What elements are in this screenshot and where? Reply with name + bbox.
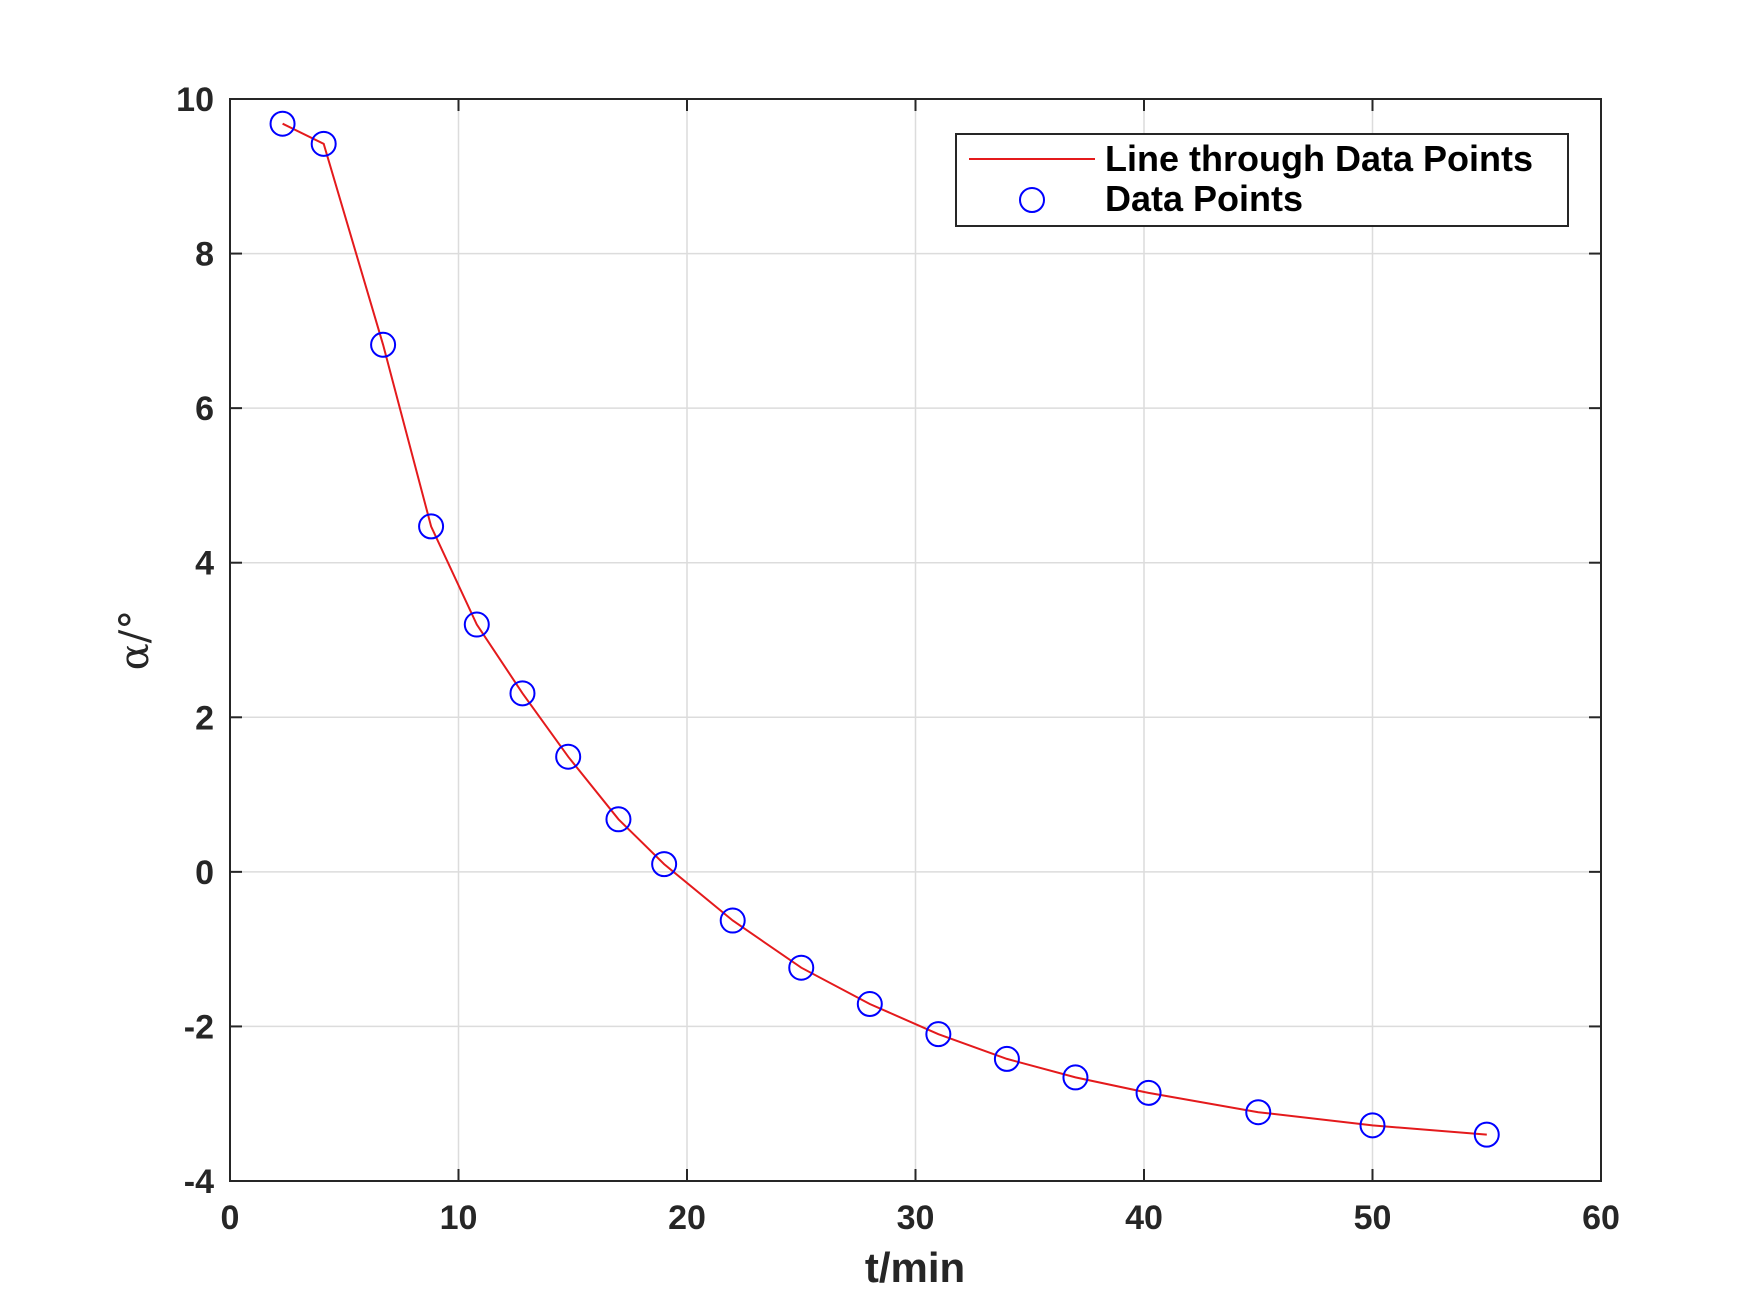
x-axis-label: t/min bbox=[865, 1244, 965, 1291]
y-tick-label: 10 bbox=[176, 81, 214, 119]
data-point bbox=[719, 907, 746, 934]
x-tick-label: 50 bbox=[1354, 1199, 1392, 1237]
data-point bbox=[925, 1021, 952, 1048]
y-tick-label: 4 bbox=[195, 545, 214, 583]
data-point bbox=[509, 680, 536, 707]
y-tick-label: 2 bbox=[195, 699, 214, 737]
data-point bbox=[370, 331, 397, 358]
x-tick-label: 60 bbox=[1582, 1199, 1620, 1237]
data-point bbox=[1473, 1121, 1500, 1148]
y-tick-label: -4 bbox=[184, 1163, 214, 1201]
y-axis-label: α/° bbox=[112, 610, 158, 671]
grid bbox=[230, 99, 1601, 1181]
data-point bbox=[269, 110, 296, 137]
ticks bbox=[229, 98, 1602, 1182]
legend-box bbox=[955, 133, 1569, 227]
x-tick-label: 10 bbox=[440, 1199, 478, 1237]
tick-labels: 0 10 20 30 40 50 60 -4 -2 0 2 4 6 8 10 bbox=[176, 81, 1620, 1237]
data-point bbox=[310, 130, 337, 157]
data-point bbox=[788, 954, 815, 981]
data-point bbox=[555, 743, 582, 770]
legend: Line through Data Points Data Points bbox=[955, 133, 1569, 227]
x-tick-label: 40 bbox=[1125, 1199, 1163, 1237]
data-point bbox=[856, 991, 883, 1018]
x-tick-label: 0 bbox=[221, 1199, 240, 1237]
data-point bbox=[605, 806, 632, 833]
data-point bbox=[1062, 1064, 1089, 1091]
data-point bbox=[463, 611, 490, 638]
series-layer bbox=[269, 110, 1500, 1148]
data-point bbox=[993, 1045, 1020, 1072]
data-point bbox=[1359, 1112, 1386, 1139]
data-point bbox=[1135, 1079, 1162, 1106]
series-line bbox=[282, 122, 1487, 1136]
data-point bbox=[418, 513, 445, 540]
data-point bbox=[1245, 1099, 1272, 1126]
y-tick-label: 6 bbox=[195, 390, 214, 428]
legend-label-line: Line through Data Points bbox=[1105, 138, 1533, 179]
y-tick-label: 0 bbox=[195, 854, 214, 892]
y-tick-label: -2 bbox=[184, 1008, 214, 1046]
data-point bbox=[651, 851, 678, 878]
x-tick-label: 20 bbox=[668, 1199, 706, 1237]
legend-marker-swatch bbox=[1019, 187, 1045, 213]
y-tick-label: 8 bbox=[195, 236, 214, 274]
x-tick-label: 30 bbox=[897, 1199, 935, 1237]
legend-label-points: Data Points bbox=[1105, 178, 1303, 219]
